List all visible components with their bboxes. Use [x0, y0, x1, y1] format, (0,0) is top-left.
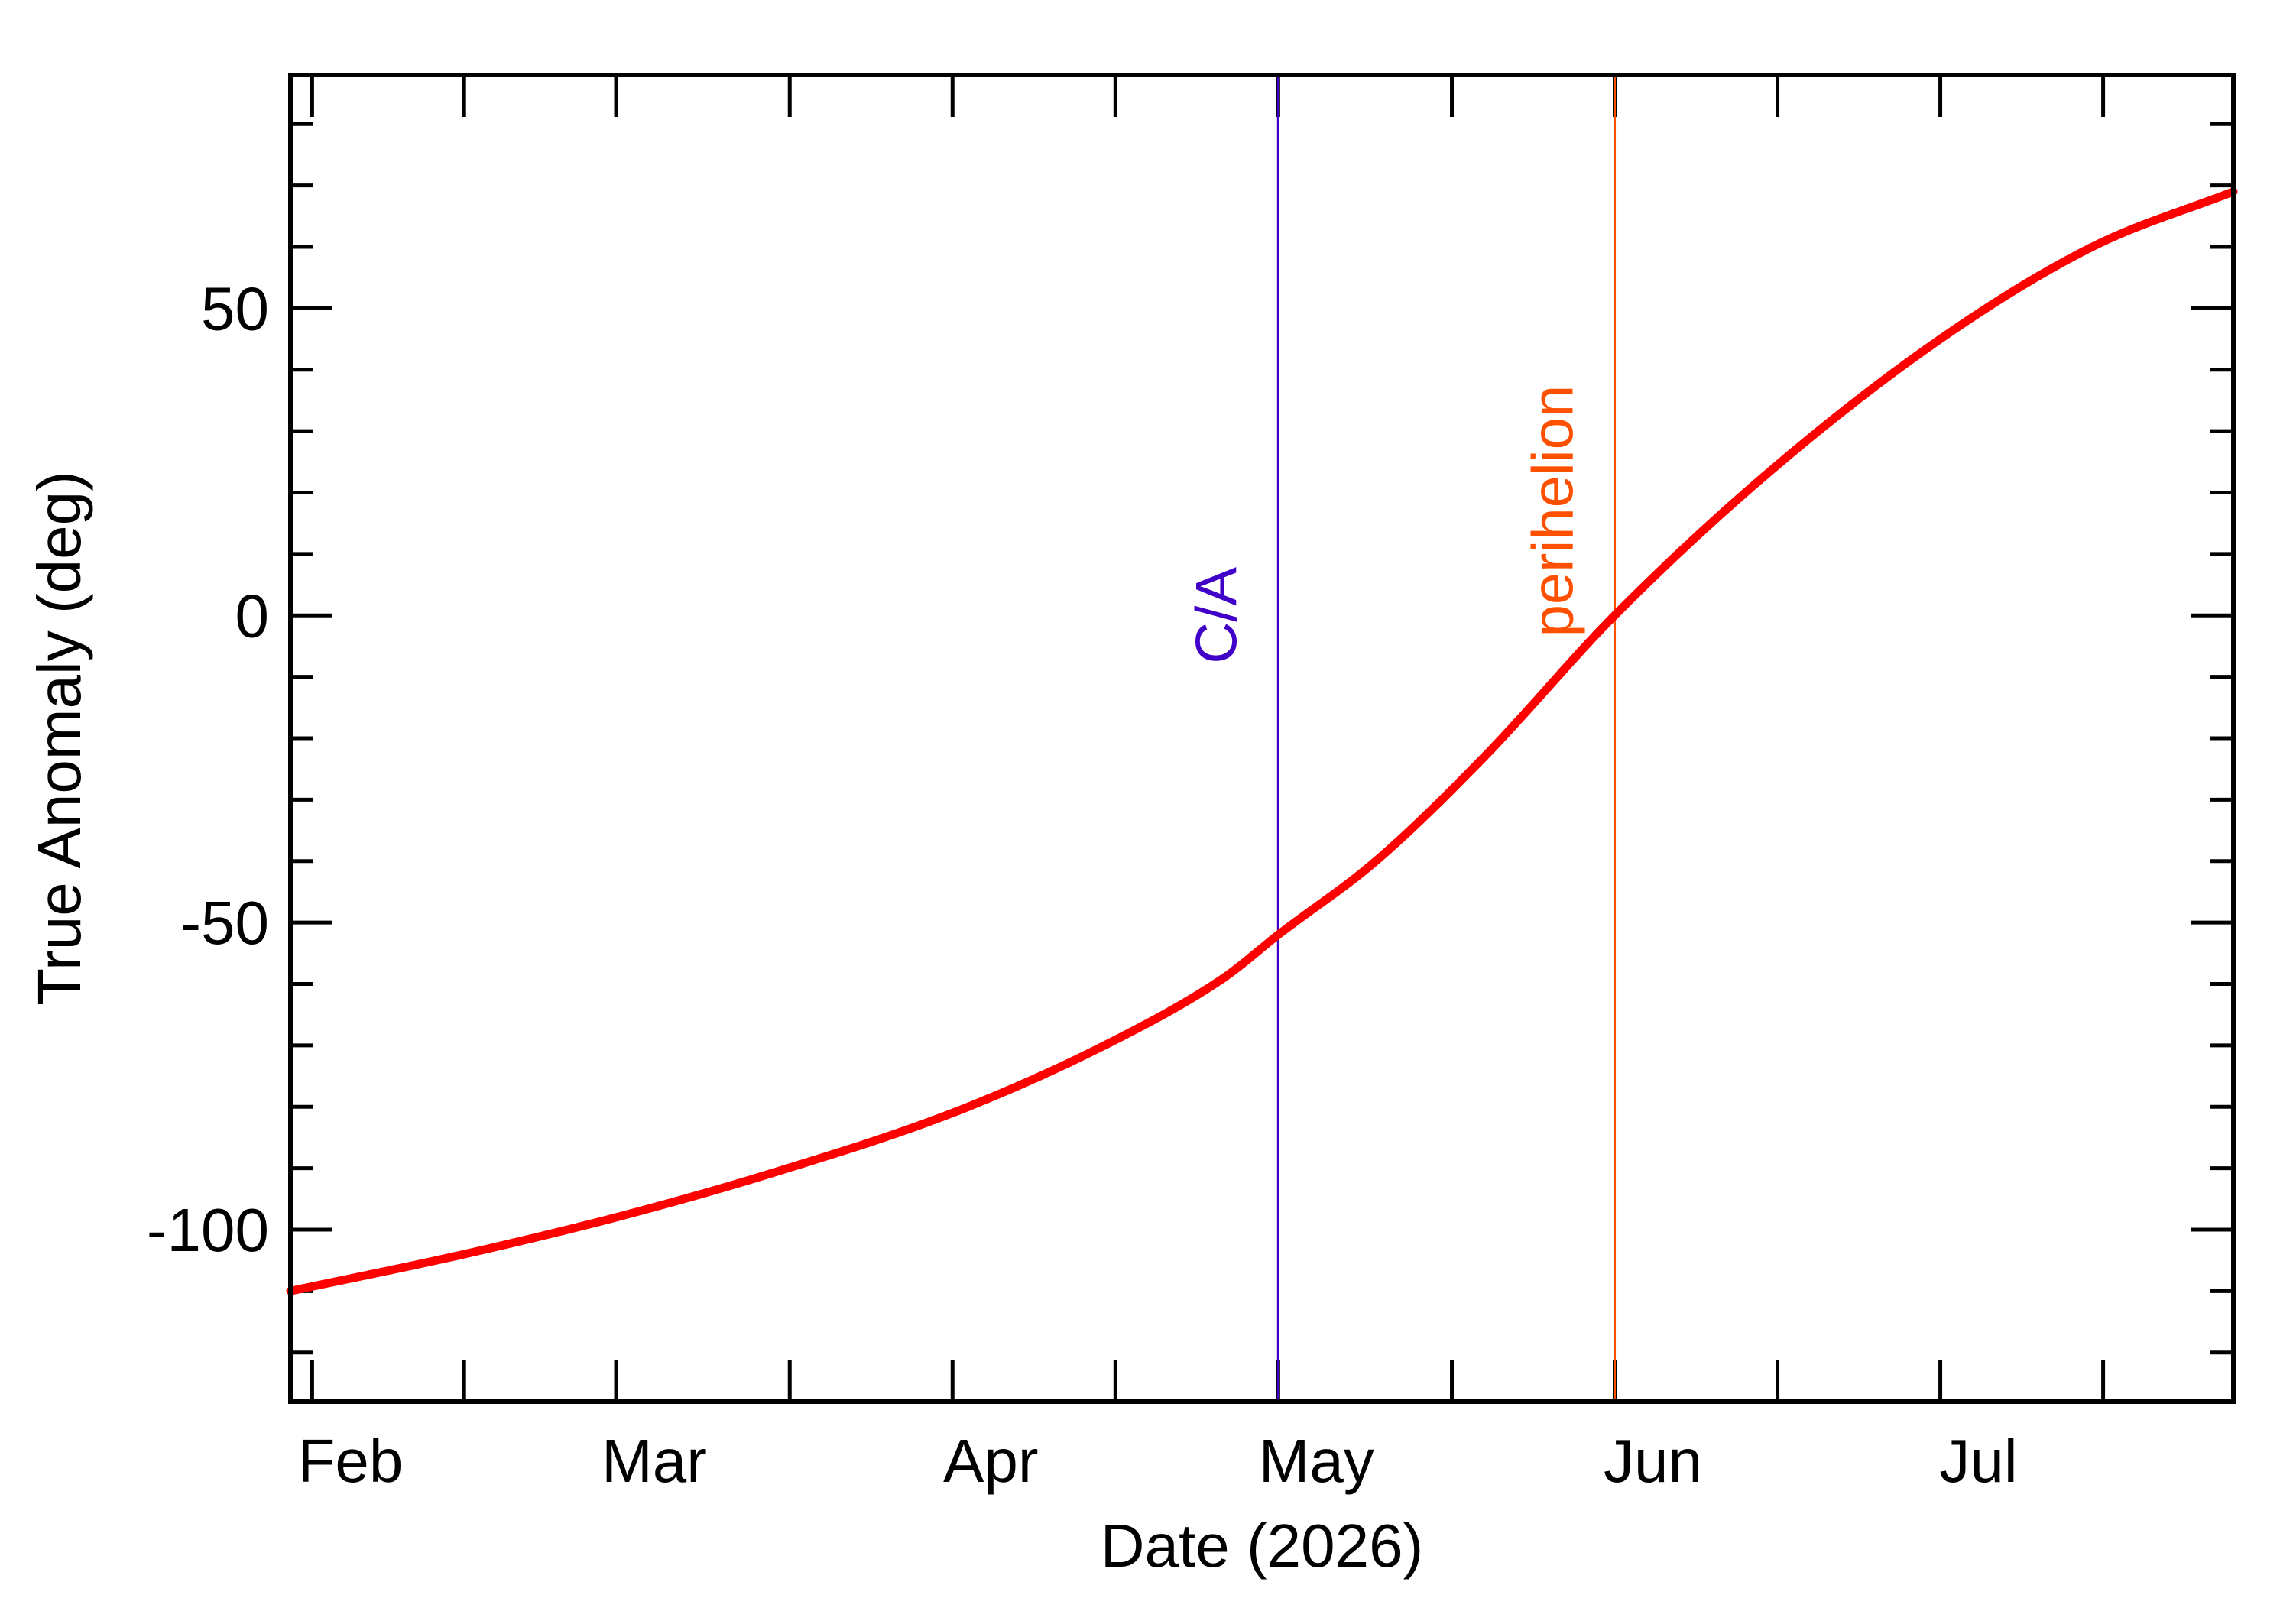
- x-tick-label: Jun: [1604, 1427, 1702, 1495]
- event-markers: C/A perihelion: [1184, 75, 1617, 1402]
- marker-label: perihelion: [1521, 385, 1586, 637]
- x-tick-label: Mar: [602, 1427, 707, 1495]
- x-axis-label: Date (2026): [1101, 1512, 1423, 1580]
- y-tick-label: -100: [147, 1196, 269, 1264]
- plot-frame: [288, 73, 2236, 1404]
- y-tick-label: 50: [201, 274, 269, 342]
- tick-labels: -100 -50 0 50 Feb Mar Apr May Jun Jul: [147, 274, 2018, 1495]
- x-tick-label: Feb: [297, 1427, 403, 1495]
- marker-label: C/A: [1184, 567, 1249, 664]
- x-tick-label: Jul: [1939, 1427, 2017, 1495]
- x-tick-label: May: [1259, 1427, 1374, 1495]
- y-tick-label: -50: [180, 889, 269, 957]
- axis-ticks: [290, 75, 2233, 1402]
- y-tick-label: 0: [235, 582, 270, 650]
- y-axis-label: True Anomaly (deg): [25, 471, 93, 1006]
- series-line-true-anomaly: [286, 187, 2238, 1295]
- x-tick-label: Apr: [943, 1427, 1039, 1495]
